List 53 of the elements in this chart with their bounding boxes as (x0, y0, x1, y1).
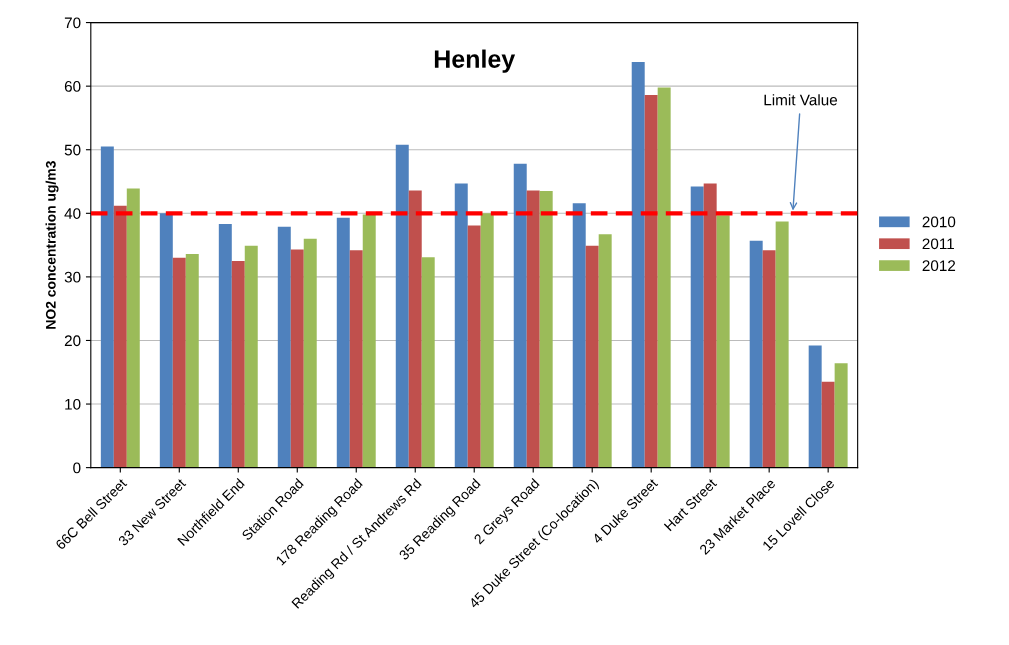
bar (598, 234, 612, 468)
bar (834, 363, 848, 468)
y-axis-title: NO2 concentration ug/m3 (45, 161, 59, 329)
bar (395, 144, 409, 468)
bar (539, 191, 553, 468)
bar (244, 245, 258, 468)
bar (690, 186, 704, 468)
bar (277, 226, 291, 468)
y-tick-label: 0 (73, 462, 81, 474)
y-tick-label: 10 (65, 398, 81, 410)
y-tick-label: 50 (64, 144, 81, 156)
bar (421, 257, 435, 468)
bar (362, 214, 376, 468)
bar (100, 146, 114, 468)
bar (349, 250, 363, 468)
y-tick-label: 40 (64, 208, 81, 219)
bar (113, 205, 127, 468)
bar (159, 213, 173, 468)
bar (336, 217, 350, 468)
bar (172, 257, 186, 468)
bar (631, 61, 645, 468)
bar (231, 260, 245, 468)
bar (775, 221, 789, 468)
bar (454, 183, 468, 468)
bar (408, 190, 422, 468)
bar (808, 345, 822, 468)
bar (572, 203, 586, 468)
bar (644, 95, 658, 468)
bar (126, 188, 140, 468)
legend-label: 2012 (922, 260, 956, 272)
bar (526, 190, 540, 468)
bar (290, 249, 304, 468)
y-tick-label: 20 (64, 335, 81, 347)
text: Henley (434, 49, 516, 73)
bar (218, 224, 232, 468)
bar (749, 240, 763, 468)
legend-label: 2011 (922, 238, 954, 250)
bar (185, 254, 199, 468)
bar (303, 238, 317, 468)
bar (657, 87, 671, 468)
ref-line-label: Limit Value (764, 94, 838, 106)
bar (480, 213, 494, 468)
bar (716, 215, 730, 468)
bar (762, 250, 776, 468)
bar (513, 163, 527, 468)
bar (585, 245, 599, 468)
y-tick-label: 30 (64, 271, 81, 283)
bar (467, 225, 481, 468)
bar (821, 381, 835, 468)
y-tick-label: 70 (64, 17, 81, 29)
bar (703, 183, 717, 468)
y-tick-label: 60 (64, 81, 81, 92)
legend-label: 2010 (922, 216, 956, 228)
